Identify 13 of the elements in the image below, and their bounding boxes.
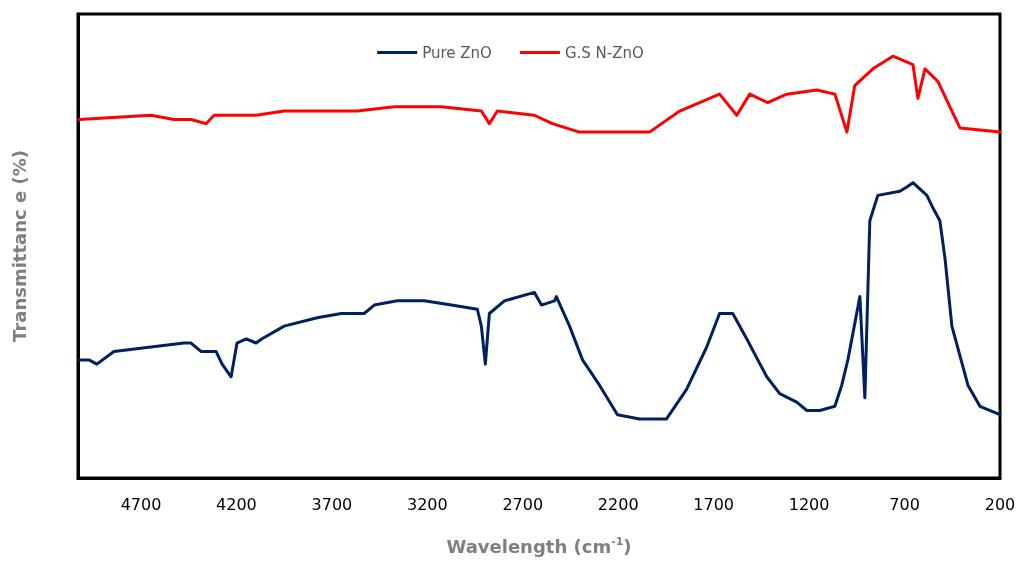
x-tick-label: 1200: [788, 494, 830, 514]
x-tick-label: 2700: [502, 494, 544, 514]
x-tick-label: 2200: [597, 494, 639, 514]
y-axis-title: Transmittanc e (%): [8, 150, 30, 342]
x-tick-label: 3200: [406, 494, 448, 514]
x-tick-label: 3700: [311, 494, 353, 514]
x-tick-label: 4700: [120, 494, 162, 514]
legend-label: Pure ZnO: [422, 43, 492, 62]
x-tick-label: 700: [889, 494, 920, 514]
legend-label: G.S N-ZnO: [564, 43, 644, 62]
x-tick-label: 4200: [216, 494, 257, 514]
x-tick-label: 200: [984, 494, 1016, 514]
x-tick-label: 1700: [693, 494, 735, 514]
